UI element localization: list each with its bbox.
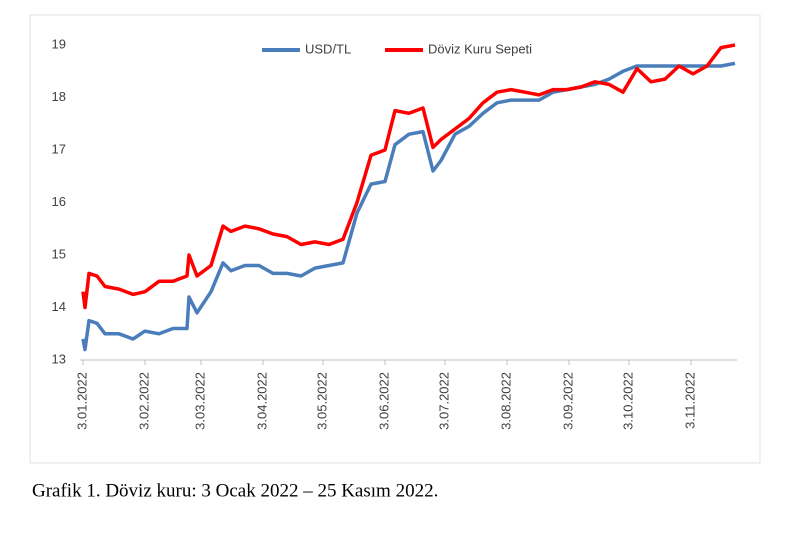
x-tick-label: 3.06.2022 <box>376 372 391 430</box>
x-tick-label: 3.03.2022 <box>192 372 207 430</box>
y-tick-label: 16 <box>52 194 66 209</box>
x-tick-label: 3.05.2022 <box>314 372 329 430</box>
y-tick-label: 15 <box>52 246 66 261</box>
legend-label: Döviz Kuru Sepeti <box>428 41 532 56</box>
x-tick-label: 3.04.2022 <box>254 372 269 430</box>
y-tick-label: 17 <box>52 141 66 156</box>
series-line <box>81 43 736 310</box>
legend-label: USD/TL <box>305 41 351 56</box>
x-tick-label: 3.08.2022 <box>498 372 513 430</box>
x-tick-label: 3.09.2022 <box>560 372 575 430</box>
series-line <box>81 61 736 352</box>
y-tick-label: 18 <box>52 89 66 104</box>
y-tick-label: 14 <box>52 299 66 314</box>
x-tick-label: 3.01.2022 <box>74 372 89 430</box>
caption: Grafik 1. Döviz kuru: 3 Ocak 2022 – 25 K… <box>32 480 438 501</box>
x-tick-label: 3.07.2022 <box>436 372 451 430</box>
x-tick-label: 3.02.2022 <box>136 372 151 430</box>
chart-frame <box>29 14 761 464</box>
y-tick-label: 19 <box>52 36 66 51</box>
x-tick-label: 3.10.2022 <box>620 372 635 430</box>
x-tick-label: 3.11.2022 <box>682 372 697 429</box>
y-tick-label: 13 <box>52 351 66 366</box>
